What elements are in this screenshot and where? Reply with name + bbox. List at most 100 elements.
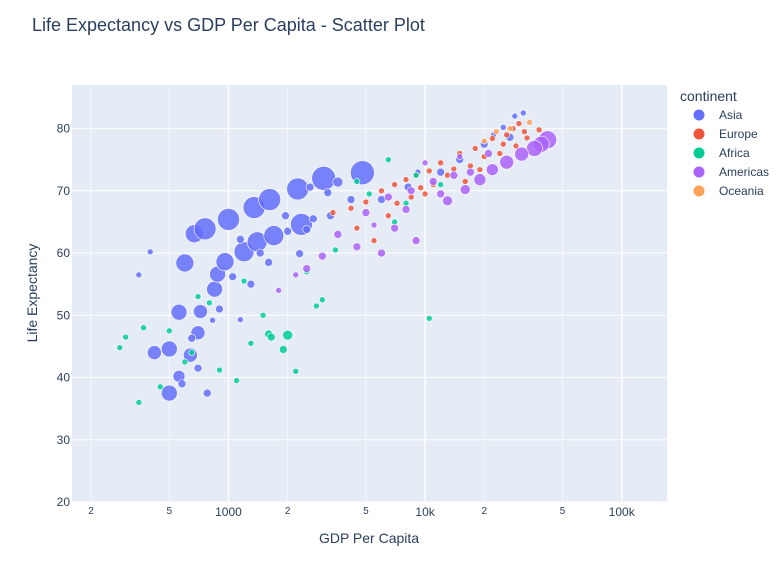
point-asia bbox=[311, 166, 336, 191]
y-axis-ticks: 20 30 40 50 60 70 80 bbox=[57, 122, 71, 509]
point-asia bbox=[217, 208, 240, 231]
x-minor-tick-label: 2 bbox=[285, 506, 291, 517]
legend-marker-africa[interactable] bbox=[693, 147, 705, 159]
point-americas bbox=[499, 154, 514, 170]
legend-marker-oceania[interactable] bbox=[693, 185, 705, 197]
point-asia bbox=[170, 303, 188, 321]
point-asia bbox=[193, 217, 217, 241]
point-africa bbox=[188, 349, 195, 356]
point-africa bbox=[278, 345, 288, 354]
point-europe bbox=[421, 190, 429, 198]
point-africa bbox=[247, 339, 255, 347]
y-axis-title: Life Expectancy bbox=[24, 244, 40, 343]
point-asia bbox=[193, 363, 203, 373]
y-tick-label: 40 bbox=[57, 371, 71, 385]
point-americas bbox=[421, 159, 429, 167]
point-americas bbox=[526, 140, 543, 157]
point-africa bbox=[332, 246, 339, 254]
point-africa bbox=[156, 383, 164, 391]
legend-title: continent bbox=[680, 88, 737, 104]
x-tick-label: 10k bbox=[415, 505, 435, 519]
plot-area bbox=[72, 85, 667, 502]
point-asia bbox=[281, 211, 290, 221]
point-africa bbox=[385, 156, 392, 163]
point-europe bbox=[503, 131, 510, 139]
point-asia bbox=[175, 253, 195, 273]
point-asia bbox=[302, 225, 312, 234]
point-asia bbox=[305, 182, 315, 192]
point-europe bbox=[500, 140, 507, 148]
legend-label-europe[interactable]: Europe bbox=[719, 127, 758, 141]
point-europe bbox=[329, 209, 337, 216]
point-africa bbox=[135, 399, 143, 406]
point-americas bbox=[370, 221, 378, 229]
point-asia bbox=[135, 271, 143, 279]
point-africa bbox=[412, 171, 420, 179]
point-americas bbox=[484, 149, 493, 158]
point-africa bbox=[233, 377, 240, 384]
point-asia bbox=[308, 214, 318, 224]
point-africa bbox=[122, 333, 129, 341]
point-asia bbox=[209, 316, 216, 324]
x-axis-title: GDP Per Capita bbox=[319, 530, 419, 546]
point-africa bbox=[194, 293, 202, 300]
point-asia bbox=[215, 304, 224, 314]
legend-marker-americas[interactable] bbox=[693, 166, 705, 178]
point-americas bbox=[401, 205, 411, 214]
legend-label-asia[interactable]: Asia bbox=[719, 108, 743, 122]
point-europe bbox=[437, 159, 444, 167]
y-tick-label: 80 bbox=[57, 122, 71, 136]
point-oceania bbox=[506, 125, 514, 132]
point-europe bbox=[353, 224, 361, 232]
point-asia bbox=[160, 384, 178, 402]
legend-marker-asia[interactable] bbox=[693, 109, 705, 121]
point-europe bbox=[402, 176, 410, 183]
point-americas bbox=[292, 271, 300, 279]
legend-label-oceania[interactable]: Oceania bbox=[719, 184, 764, 198]
point-americas bbox=[333, 230, 343, 239]
point-americas bbox=[384, 192, 393, 202]
legend-label-africa[interactable]: Africa bbox=[719, 146, 750, 160]
point-asia bbox=[511, 112, 519, 120]
point-americas bbox=[473, 173, 487, 186]
point-americas bbox=[466, 167, 475, 177]
point-europe bbox=[521, 128, 528, 135]
x-tick-label: 1000 bbox=[215, 505, 242, 519]
point-africa bbox=[437, 181, 444, 188]
point-africa bbox=[216, 366, 223, 374]
point-africa bbox=[266, 332, 276, 342]
point-americas bbox=[514, 146, 529, 162]
legend-marker-europe[interactable] bbox=[693, 128, 705, 140]
point-oceania bbox=[526, 119, 533, 126]
point-europe bbox=[362, 198, 370, 206]
point-asia bbox=[520, 109, 527, 117]
point-americas bbox=[456, 153, 464, 160]
point-africa bbox=[313, 302, 320, 310]
point-americas bbox=[302, 264, 312, 273]
point-americas bbox=[361, 208, 371, 217]
point-europe bbox=[393, 199, 401, 207]
y-tick-label: 30 bbox=[57, 433, 71, 447]
point-africa bbox=[206, 299, 213, 307]
point-africa bbox=[292, 367, 300, 375]
point-africa bbox=[425, 315, 433, 322]
point-americas bbox=[486, 163, 499, 176]
point-europe bbox=[347, 204, 355, 212]
point-europe bbox=[523, 134, 531, 142]
point-asia bbox=[237, 316, 244, 323]
x-axis-ticks: 2 5 2 5 2 5 1000 10k 100k bbox=[88, 505, 635, 519]
point-africa bbox=[116, 344, 124, 351]
point-asia bbox=[283, 226, 292, 236]
point-africa bbox=[318, 296, 326, 304]
point-asia bbox=[295, 249, 304, 258]
point-asia bbox=[500, 124, 507, 131]
point-europe bbox=[378, 187, 385, 195]
point-africa bbox=[140, 324, 147, 332]
point-asia bbox=[332, 176, 344, 188]
point-americas bbox=[317, 251, 327, 261]
point-americas bbox=[442, 195, 453, 207]
point-asia bbox=[264, 258, 273, 267]
legend-label-americas[interactable]: Americas bbox=[719, 165, 769, 179]
point-africa bbox=[240, 277, 248, 285]
point-europe bbox=[385, 212, 392, 220]
